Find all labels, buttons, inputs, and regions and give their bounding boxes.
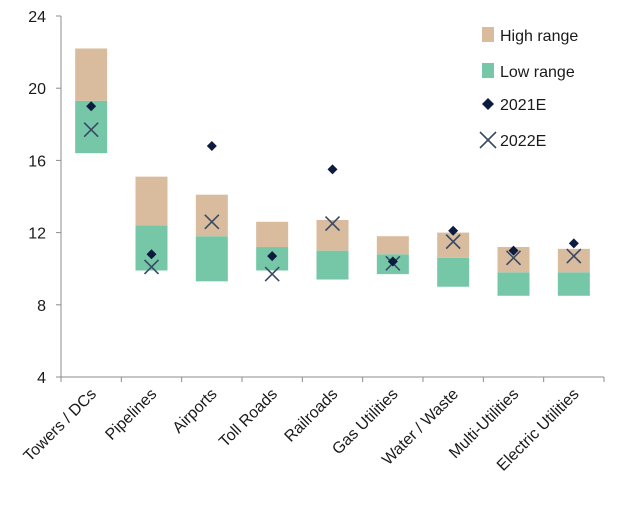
low-range-bar bbox=[557, 272, 590, 296]
marker-2021e bbox=[508, 245, 519, 256]
low-range-bar bbox=[497, 272, 530, 296]
marker-2021e bbox=[448, 225, 459, 236]
high-range-bar bbox=[437, 232, 470, 258]
marker-2022e bbox=[566, 248, 582, 264]
marker-2022e bbox=[204, 214, 220, 230]
low-range-bar bbox=[195, 236, 228, 282]
legend-marker-2021e bbox=[482, 98, 494, 110]
high-range-bar bbox=[195, 194, 228, 237]
y-tick-label: 24 bbox=[28, 9, 46, 26]
marker-layer bbox=[83, 101, 582, 282]
legend-swatch-high-range bbox=[482, 27, 494, 42]
marker-2021e bbox=[206, 140, 217, 151]
high-range-bar bbox=[316, 219, 349, 251]
high-range-bar bbox=[557, 248, 590, 273]
legend: High range Low range 2021E 2022E bbox=[479, 27, 578, 150]
high-range-bar bbox=[256, 221, 289, 248]
low-range-bar bbox=[316, 250, 349, 280]
range-bars bbox=[75, 48, 590, 296]
marker-2021e bbox=[86, 101, 97, 112]
high-range-bar bbox=[376, 236, 409, 255]
marker-2022e bbox=[445, 234, 461, 250]
marker-2021e bbox=[568, 238, 579, 249]
legend-label-2022e: 2022E bbox=[500, 133, 546, 150]
category-label: Toll Roads bbox=[216, 386, 281, 451]
marker-2022e bbox=[505, 250, 522, 266]
marker-2021e bbox=[387, 256, 398, 267]
marker-2021e bbox=[327, 164, 338, 175]
marker-2022e bbox=[143, 259, 160, 275]
y-tick-label: 4 bbox=[37, 370, 46, 387]
marker-2022e bbox=[83, 122, 99, 138]
high-range-bar bbox=[135, 176, 168, 226]
marker-2021e bbox=[267, 251, 278, 262]
y-tick-label: 8 bbox=[37, 298, 46, 315]
y-tick-label: 12 bbox=[28, 226, 46, 243]
y-axis-ticks: 4 8 12 16 20 24 bbox=[28, 9, 61, 387]
legend-swatch-low-range bbox=[482, 63, 494, 78]
category-label: Pipelines bbox=[102, 386, 160, 444]
low-range-bar bbox=[437, 257, 470, 287]
axes bbox=[60, 16, 604, 378]
category-label: Airports bbox=[170, 386, 221, 437]
legend-marker-2022e bbox=[479, 131, 497, 149]
legend-label-2021e: 2021E bbox=[500, 97, 546, 114]
low-range-bar bbox=[135, 225, 168, 271]
marker-2022e bbox=[324, 216, 341, 232]
marker-2022e bbox=[264, 266, 280, 282]
high-range-bar bbox=[75, 48, 108, 101]
y-tick-label: 20 bbox=[28, 81, 46, 98]
category-label: Railroads bbox=[282, 386, 342, 446]
legend-label-high-range: High range bbox=[500, 28, 578, 45]
category-label: Towers / DCs bbox=[21, 386, 100, 465]
marker-2021e bbox=[146, 249, 157, 260]
y-tick-label: 16 bbox=[28, 153, 46, 170]
legend-label-low-range: Low range bbox=[500, 64, 575, 81]
